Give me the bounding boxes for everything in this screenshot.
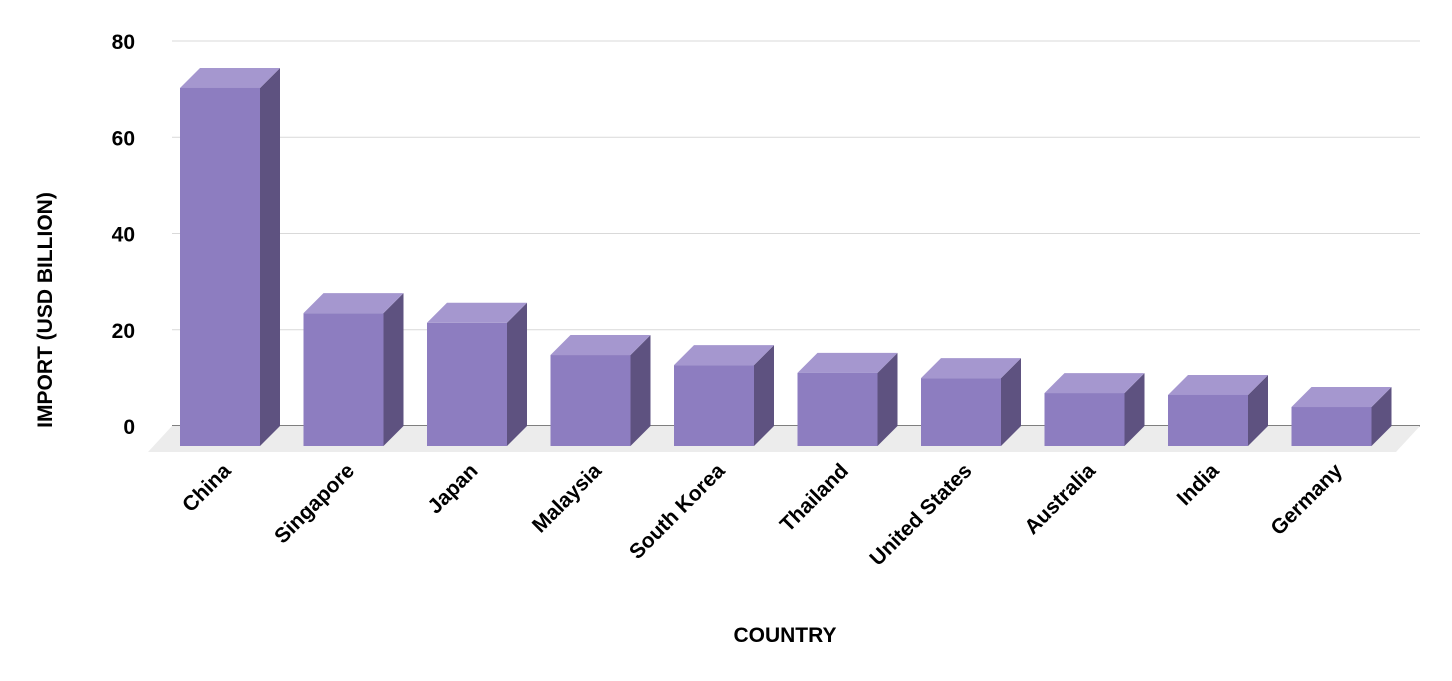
bar-singapore: [303, 293, 404, 446]
bar-front: [550, 355, 631, 446]
bar-top: [1168, 374, 1268, 395]
bar-top: [550, 335, 651, 356]
bar-side: [1001, 358, 1021, 446]
bar-top: [1044, 373, 1145, 394]
bar-top: [303, 293, 404, 314]
y-tick-label: 80: [112, 31, 135, 54]
y-tick-label: 0: [123, 416, 135, 439]
bar-side: [1248, 374, 1268, 446]
x-tick-label: United States: [865, 459, 976, 570]
x-axis-label: COUNTRY: [733, 624, 836, 647]
bar-side: [630, 335, 651, 446]
bar-front: [303, 313, 384, 446]
x-tick-label: India: [1173, 459, 1224, 510]
bar-germany: [1291, 387, 1392, 446]
bar-front: [921, 378, 1001, 446]
bar-south-korea: [674, 345, 774, 446]
bar-malaysia: [550, 335, 651, 446]
bar-china: [180, 67, 280, 446]
bar-front: [1291, 407, 1372, 446]
bar-front: [674, 365, 754, 446]
bar-side: [260, 67, 280, 446]
bar-india: [1168, 374, 1268, 446]
bar-side: [1124, 373, 1145, 446]
y-axis-label: IMPORT (USD BILLION): [34, 192, 57, 428]
x-tick-label: Thailand: [776, 459, 853, 536]
bar-top: [797, 352, 898, 373]
bar-side: [507, 302, 527, 446]
bar-japan: [427, 302, 527, 446]
bar-front: [797, 372, 878, 446]
y-tick-label: 20: [112, 320, 135, 343]
bar-side: [383, 293, 404, 446]
bar-front: [1044, 393, 1125, 446]
bar-top: [427, 302, 527, 323]
x-tick-label: Japan: [423, 459, 482, 518]
bar-front: [1168, 394, 1248, 446]
bar-thailand: [797, 352, 898, 446]
y-tick-label: 40: [112, 224, 135, 247]
bar-side: [1371, 387, 1392, 446]
bar-top: [180, 67, 280, 88]
bar-side: [754, 345, 774, 446]
bar-australia: [1044, 373, 1145, 446]
bar-top: [674, 345, 774, 366]
bar-side: [877, 352, 898, 446]
x-tick-label: Singapore: [270, 459, 359, 548]
x-tick-label: China: [178, 459, 236, 517]
bar-front: [180, 87, 260, 446]
bar-top: [1291, 387, 1392, 408]
x-tick-label: Germany: [1266, 459, 1347, 540]
bar-front: [427, 322, 507, 446]
x-tick-label: South Korea: [625, 459, 730, 564]
x-tick-label: Australia: [1020, 459, 1100, 539]
bar-united-states: [921, 358, 1021, 446]
x-tick-label: Malaysia: [528, 459, 606, 537]
y-tick-label: 60: [112, 127, 135, 150]
bar-top: [921, 358, 1021, 379]
